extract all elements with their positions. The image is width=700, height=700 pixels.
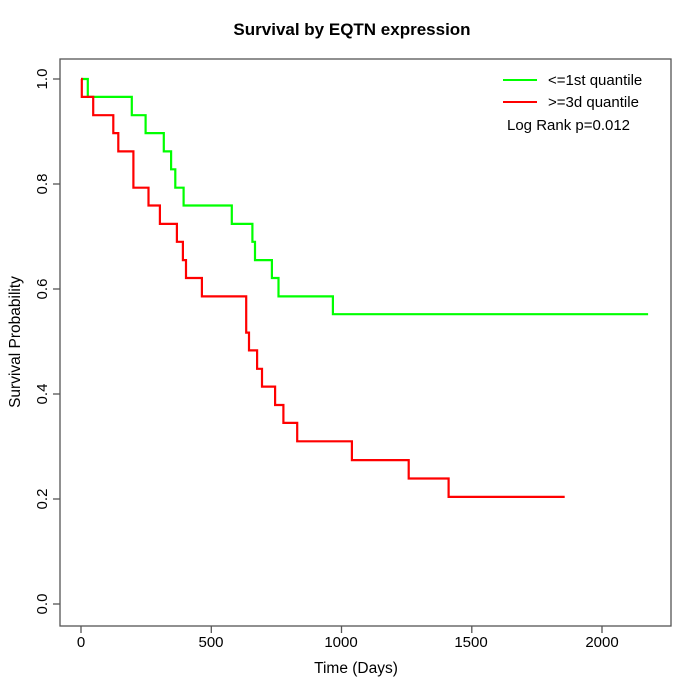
km-curve-low-expression xyxy=(81,77,649,316)
km-curve-high-expression xyxy=(80,77,565,498)
logrank-pvalue-note: Log Rank p=0.012 xyxy=(507,117,631,134)
legend-label-3d-quantile: >=3d quantile xyxy=(548,94,639,111)
page-title: Survival by EQTN expression xyxy=(233,20,471,39)
x-tick-label-0: 0 xyxy=(76,634,86,651)
x-tick-label-2000: 2000 xyxy=(585,634,619,651)
y-axis-label: Survival Probability xyxy=(7,276,24,408)
legend-label-1st-quantile: <=1st quantile xyxy=(548,72,643,89)
green-line-swatch xyxy=(503,79,537,81)
x-tick-label-500: 500 xyxy=(198,634,224,651)
y-tick-label-0.4: 0.4 xyxy=(34,383,51,405)
y-tick-label-0.8: 0.8 xyxy=(34,173,51,195)
y-tick-label-0.2: 0.2 xyxy=(34,488,51,510)
x-axis-label: Time (Days) xyxy=(314,660,398,677)
plot-frame xyxy=(59,58,672,627)
red-line-swatch xyxy=(503,101,537,103)
x-tick-label-1000: 1000 xyxy=(324,634,358,651)
y-tick-label-1.0: 1.0 xyxy=(34,68,51,90)
x-tick-label-1500: 1500 xyxy=(454,634,488,651)
y-tick-label-0.0: 0.0 xyxy=(34,593,51,615)
y-tick-label-0.6: 0.6 xyxy=(34,278,51,300)
